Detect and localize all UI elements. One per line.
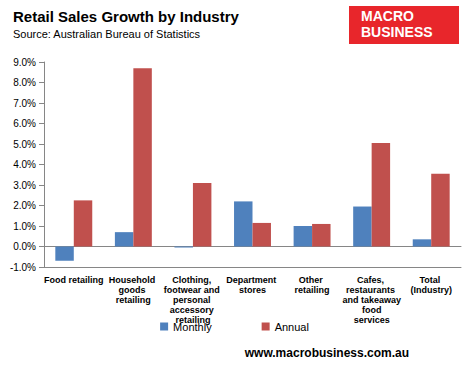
svg-text:Cafes,: Cafes, <box>357 275 387 285</box>
svg-text:(Industry): (Industry) <box>410 285 452 295</box>
svg-text:Food retailing: Food retailing <box>44 275 104 285</box>
svg-text:Household: Household <box>109 275 158 285</box>
svg-text:7.0%: 7.0% <box>13 98 36 109</box>
svg-text:2.0%: 2.0% <box>13 200 36 211</box>
svg-text:MACRO: MACRO <box>361 8 418 24</box>
svg-text:personal: personal <box>173 295 213 305</box>
svg-text:Annual: Annual <box>275 321 309 333</box>
svg-text:-1.0%: -1.0% <box>10 262 36 273</box>
svg-text:8.0%: 8.0% <box>13 77 36 88</box>
svg-text:Total: Total <box>420 275 443 285</box>
svg-text:www.macrobusiness.com.au: www.macrobusiness.com.au <box>244 346 409 360</box>
svg-text:BUSINESS: BUSINESS <box>361 24 433 40</box>
svg-text:Department: Department <box>226 275 279 285</box>
svg-text:Monthly: Monthly <box>173 321 212 333</box>
svg-text:services: services <box>354 315 390 325</box>
svg-text:footwear and: footwear and <box>164 285 223 295</box>
svg-text:and takeaway: and takeaway <box>342 295 401 305</box>
svg-text:goods: goods <box>119 285 149 295</box>
svg-text:Retail Sales Growth by Industr: Retail Sales Growth by Industry <box>13 8 240 25</box>
svg-text:6.0%: 6.0% <box>13 118 36 129</box>
svg-text:Clothing,: Clothing, <box>172 275 214 285</box>
svg-text:stores: stores <box>239 285 266 295</box>
svg-text:4.0%: 4.0% <box>13 159 36 170</box>
svg-text:restaurants: restaurants <box>346 285 398 295</box>
svg-text:accessory: accessory <box>170 305 217 315</box>
svg-text:0.0%: 0.0% <box>13 241 36 252</box>
svg-text:1.0%: 1.0% <box>13 221 36 232</box>
svg-text:Other: Other <box>299 275 326 285</box>
svg-text:retailing: retailing <box>295 285 330 295</box>
svg-text:3.0%: 3.0% <box>13 180 36 191</box>
svg-text:5.0%: 5.0% <box>13 139 36 150</box>
svg-text:9.0%: 9.0% <box>13 57 36 68</box>
svg-text:retailing: retailing <box>116 295 151 305</box>
svg-text:food: food <box>359 305 384 315</box>
svg-text:Source: Australian Bureau of S: Source: Australian Bureau of Statistics <box>13 28 201 40</box>
